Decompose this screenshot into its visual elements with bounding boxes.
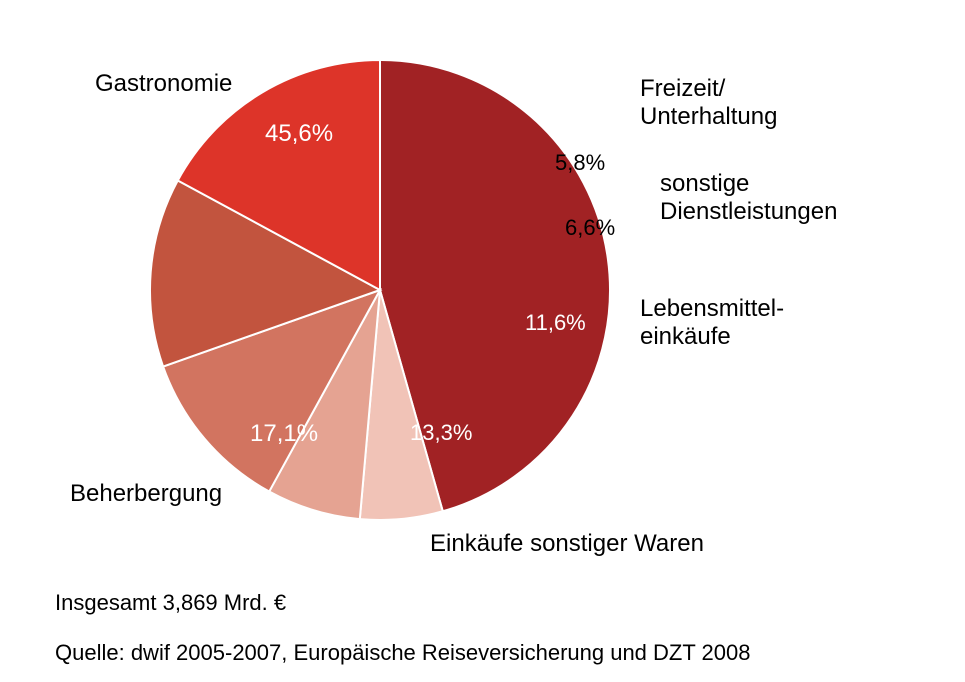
slice-value-label-beherbergung: 17,1%	[250, 420, 318, 448]
slice-value-label-gastronomie: 45,6%	[265, 120, 333, 148]
slice-name-label-lebensmittel: Lebensmittel- einkäufe	[640, 295, 784, 350]
slice-name-label-beherbergung: Beherbergung	[70, 480, 222, 508]
slice-value-label-freizeit: 5,8%	[555, 150, 605, 176]
total-text: Insgesamt 3,869 Mrd. €	[55, 590, 286, 616]
slice-value-label-einkaeufe_sonst: 13,3%	[410, 420, 472, 446]
source-text: Quelle: dwif 2005-2007, Europäische Reis…	[55, 640, 750, 666]
chart-stage: Gastronomie 45,6% Freizeit/ Unterhaltung 5,…	[0, 0, 965, 682]
slice-name-label-einkaeufe_sonst: Einkäufe sonstiger Waren	[430, 530, 704, 558]
slice-name-label-gastronomie: Gastronomie	[95, 70, 232, 98]
slice-name-label-freizeit: Freizeit/ Unterhaltung	[640, 75, 777, 130]
slice-name-label-sonst_dienst: sonstige Dienstleistungen	[660, 170, 837, 225]
slice-value-label-sonst_dienst: 6,6%	[565, 215, 615, 241]
pie-chart	[0, 0, 965, 682]
slice-value-label-lebensmittel: 11,6%	[525, 310, 586, 336]
